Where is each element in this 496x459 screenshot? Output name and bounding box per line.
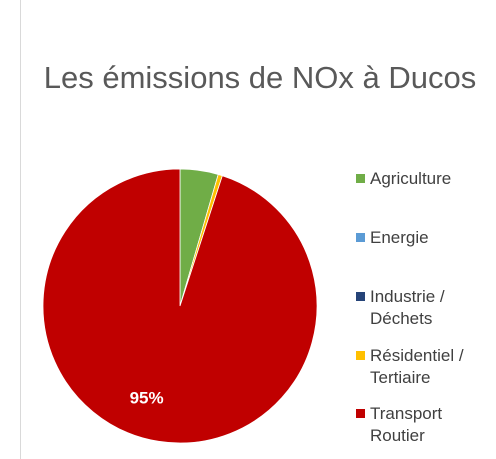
frame <box>20 0 21 459</box>
legend-swatch <box>356 233 365 242</box>
pie-slice <box>42 168 318 444</box>
legend-swatch <box>356 409 365 418</box>
chart-title: Les émissions de NOx à Ducos <box>43 60 477 95</box>
legend-entry: Agriculture <box>356 168 488 190</box>
legend-entry: Transport Routier <box>356 403 488 447</box>
legend-entry: Energie <box>356 227 488 249</box>
legend-swatch <box>356 292 365 301</box>
legend-entry: Résidentiel / Tertiaire <box>356 345 488 389</box>
legend-swatch <box>356 351 365 360</box>
legend-entry: Industrie / Déchets <box>356 286 488 330</box>
legend-label: Industrie / Déchets <box>370 287 445 328</box>
data-label: 95% <box>130 388 164 407</box>
legend-label: Agriculture <box>370 169 452 188</box>
legend-swatch <box>356 174 365 183</box>
legend-label: Transport Routier <box>370 404 443 445</box>
legend-label: Energie <box>370 228 429 247</box>
legend-label: Résidentiel / Tertiaire <box>370 346 464 387</box>
